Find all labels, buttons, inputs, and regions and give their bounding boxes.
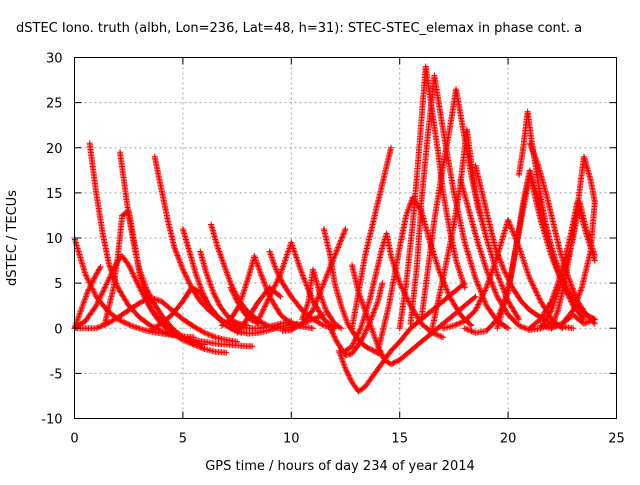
chart-title: dSTEC Iono. truth (albh, Lon=236, Lat=48…: [16, 21, 582, 36]
